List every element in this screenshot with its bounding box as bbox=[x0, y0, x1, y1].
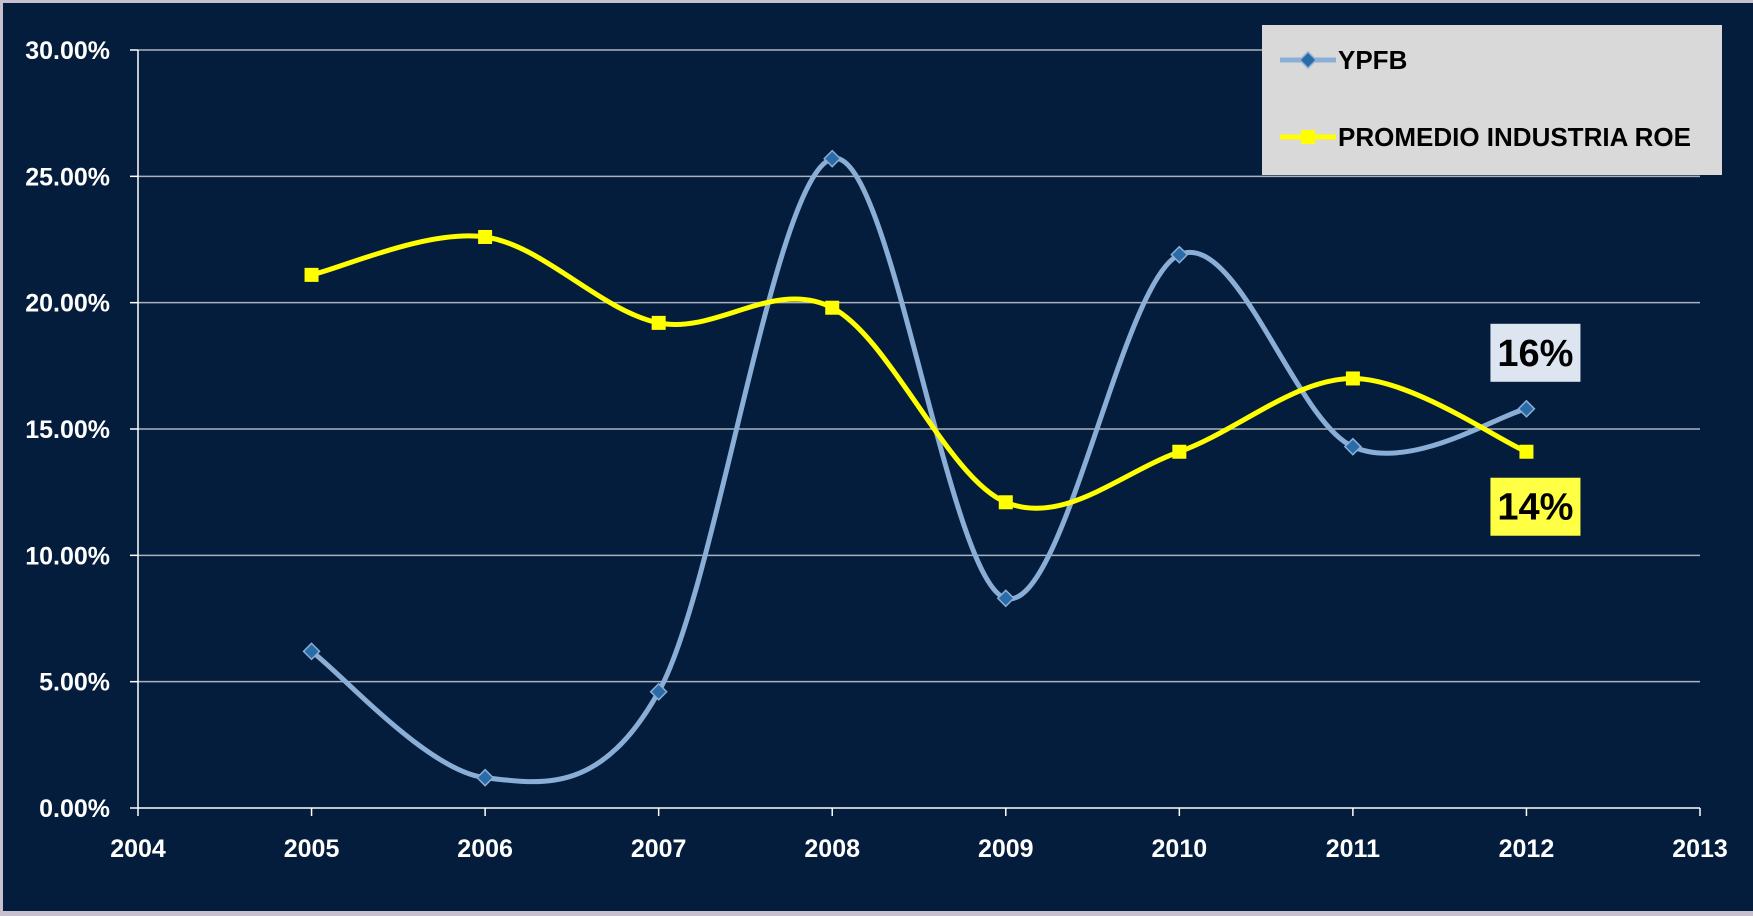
x-tick-label: 2004 bbox=[110, 835, 166, 863]
data-point-ypfb bbox=[649, 682, 668, 701]
callout-box-promedio bbox=[1490, 477, 1581, 536]
legend-marker-promedio bbox=[1301, 130, 1315, 144]
callout-label-promedio: 14% bbox=[1497, 487, 1573, 529]
x-tick-label: 2005 bbox=[284, 835, 340, 863]
x-tick-label: 2008 bbox=[804, 835, 860, 863]
series bbox=[302, 149, 1536, 787]
legend: YPFB PROMEDIO INDUSTRIA ROE bbox=[1262, 25, 1722, 175]
data-point-ypfb bbox=[823, 149, 842, 168]
data-point-ypfb bbox=[476, 768, 495, 787]
legend-marker-ypfb bbox=[1298, 50, 1318, 70]
x-tick-label: 2013 bbox=[1672, 835, 1728, 863]
series-line-ypfb bbox=[310, 156, 1528, 785]
axes: 0.00% 5.00% 10.00% 15.00% 20.00% 25.00% 30.00%… bbox=[25, 37, 1728, 863]
data-point-promedio bbox=[998, 495, 1013, 510]
data-point-ypfb bbox=[302, 642, 321, 661]
data-point-promedio bbox=[1172, 444, 1187, 459]
legend-box bbox=[1262, 25, 1722, 175]
y-tick-label: 5.00% bbox=[39, 669, 110, 697]
legend-label-ypfb: YPFB bbox=[1338, 45, 1407, 75]
y-tick-label: 15.00% bbox=[25, 416, 110, 444]
y-tick-label: 0.00% bbox=[39, 795, 110, 823]
data-point-promedio bbox=[651, 315, 666, 330]
x-tick-label: 2012 bbox=[1499, 835, 1555, 863]
data-point-promedio bbox=[1519, 444, 1534, 459]
data-point-promedio bbox=[304, 267, 319, 282]
data-point-promedio bbox=[478, 229, 493, 244]
x-tick-label: 2010 bbox=[1152, 835, 1208, 863]
x-tick-label: 2009 bbox=[978, 835, 1034, 863]
y-tick-label: 25.00% bbox=[25, 163, 110, 191]
y-tick-label: 30.00% bbox=[25, 37, 110, 65]
callout-box-ypfb bbox=[1490, 323, 1581, 382]
legend-label-promedio: PROMEDIO INDUSTRIA ROE bbox=[1338, 122, 1691, 152]
x-tick-label: 2011 bbox=[1326, 835, 1380, 863]
data-point-promedio bbox=[1345, 371, 1360, 386]
y-tick-label: 10.00% bbox=[25, 542, 110, 570]
series-line-promedio bbox=[311, 233, 1528, 511]
data-point-promedio bbox=[825, 300, 840, 315]
data-point-ypfb bbox=[996, 589, 1015, 608]
data-point-ypfb bbox=[1517, 399, 1536, 418]
y-tick-label: 20.00% bbox=[25, 290, 110, 318]
x-tick-label: 2007 bbox=[631, 835, 687, 863]
callouts: 16% 14% bbox=[1490, 323, 1581, 536]
callout-label-ypfb: 16% bbox=[1497, 333, 1573, 375]
data-point-ypfb bbox=[1343, 437, 1362, 456]
x-tick-label: 2006 bbox=[457, 835, 513, 863]
data-point-ypfb bbox=[1170, 245, 1189, 264]
